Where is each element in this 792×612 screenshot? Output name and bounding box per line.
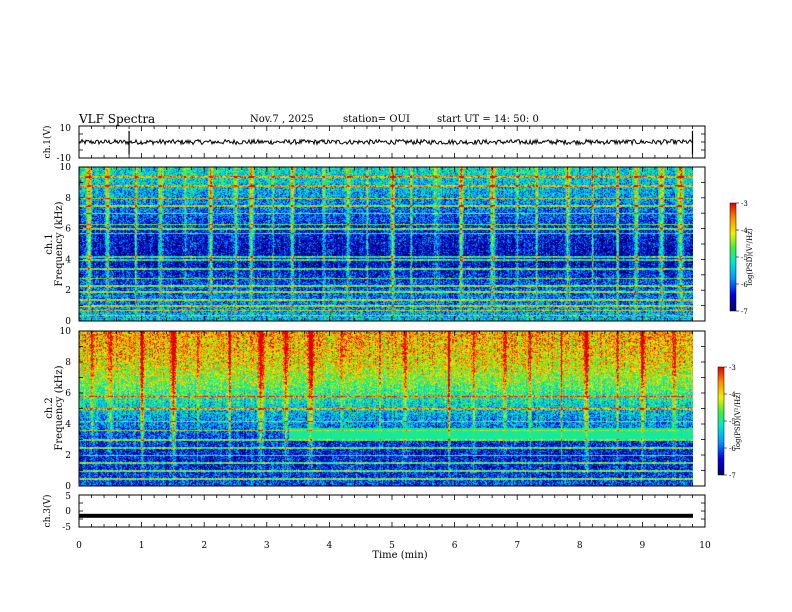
ch1-colorbar-tick-label: -3	[741, 200, 748, 208]
ch3-waveform-ticks	[78, 494, 706, 528]
time-axis-tick-labels: 0 1 2 3 4 5 6 7 8 9 10	[76, 541, 711, 551]
ch1-colorbar-tick-label: -7	[741, 308, 748, 316]
time-tick-label: 8	[577, 541, 583, 551]
time-tick-label: 1	[139, 541, 145, 551]
ch1-waveform-panel: 10 -10 ch.1(V)	[42, 124, 706, 164]
ch2-spectrogram-ytick-label: 10	[60, 327, 72, 337]
ch3-ytick-middle: 0	[65, 507, 71, 517]
ch2-colorbar-label: log(PSD)(V²/Hz)	[734, 392, 742, 449]
time-tick-label: 6	[452, 541, 458, 551]
ch2-colorbar	[717, 366, 725, 476]
ch1-colorbar-tick-label: -4	[741, 227, 748, 235]
ch1-waveform-trace	[78, 137, 694, 147]
ch1-spectrogram-ylabel-channel: ch.1	[44, 233, 55, 255]
ch1-colorbar-ticks: -3 -4 -5 -6 -7	[736, 200, 748, 316]
ch2-spectrogram-ytick-label: 4	[65, 420, 71, 430]
figure-title: VLF Spectra	[79, 112, 156, 126]
ch1-colorbar-tick-label: -6	[741, 281, 748, 289]
ch2-colorbar-tick-label: -7	[729, 472, 736, 480]
time-tick-label: 7	[514, 541, 520, 551]
ch2-spectrogram-ylabel-channel: ch.2	[44, 397, 55, 419]
start-time-label: start UT = 14: 50: 0	[437, 114, 539, 125]
ch1-spectrogram-ylabel-frequency: Frequency (kHz)	[54, 201, 65, 286]
ch1-spectrogram-ticks	[78, 166, 706, 322]
time-axis-label: Time (min)	[372, 550, 427, 561]
ch2-spectrogram-ytick-labels: 0 2 4 6 8 10	[60, 327, 72, 492]
time-tick-label: 3	[264, 541, 270, 551]
ch1-colorbar-tick-label: -5	[741, 254, 748, 262]
ch1-waveform-ylabel: ch.1(V)	[42, 126, 53, 159]
ch3-waveform-panel: 5 0 -5 ch.3(V) 0 1 2 3 4 5 6 7 8 9 10 Time (min)	[42, 492, 711, 561]
ch1-spectrogram-ytick-label: 10	[60, 163, 72, 173]
ch2-colorbar-tick-label: -3	[729, 364, 736, 372]
ch2-colorbar-tick-label: -6	[729, 445, 736, 453]
ch1-spectrogram-image	[79, 167, 693, 321]
ch2-spectrogram-ytick-label: 0	[65, 482, 71, 492]
ch2-spectrogram-ylabel-frequency: Frequency (kHz)	[54, 365, 65, 450]
ch1-waveform-ticks	[78, 125, 706, 159]
ch1-spectrogram-ytick-label: 6	[65, 225, 71, 235]
ch1-spectrogram-ytick-label: 0	[65, 317, 71, 327]
ch2-spectrogram-ytick-label: 2	[65, 451, 71, 461]
ch1-ytick-top: 10	[60, 124, 72, 134]
ch1-spectrogram-ytick-label: 4	[65, 255, 71, 265]
ch2-spectrogram-ytick-label: 8	[65, 358, 71, 368]
ch2-colorbar-ticks: -3 -4 -5 -6 -7	[724, 364, 736, 480]
ch2-colorbar-tick-label: -4	[729, 391, 736, 399]
station-label: station= OUI	[343, 114, 410, 125]
ch3-ytick-top: 5	[65, 492, 71, 502]
ch1-spectrogram-ytick-label: 2	[65, 286, 71, 296]
ch3-waveform-ylabel: ch.3(V)	[42, 495, 53, 528]
ch1-ytick-bottom: -10	[57, 154, 72, 164]
ch2-colorbar-tick-label: -5	[729, 418, 736, 426]
time-tick-label: 4	[327, 541, 333, 551]
time-tick-label: 0	[76, 541, 82, 551]
time-tick-label: 9	[640, 541, 646, 551]
date-label: Nov.7 , 2025	[250, 114, 314, 125]
ch1-colorbar	[729, 202, 737, 312]
time-tick-label: 5	[389, 541, 395, 551]
ch2-spectrogram-ytick-label: 6	[65, 389, 71, 399]
ch2-spectrogram-ticks	[78, 330, 706, 487]
ch1-spectrogram-ytick-labels: 0 2 4 6 8 10	[60, 163, 72, 327]
ch1-spectrogram-ytick-label: 8	[65, 194, 71, 204]
ch2-spectrogram-image	[79, 331, 693, 486]
time-tick-label: 10	[699, 541, 711, 551]
ch3-waveform-trace	[79, 513, 693, 518]
time-tick-label: 2	[201, 541, 207, 551]
ch3-ytick-bottom: -5	[62, 523, 71, 533]
ch1-colorbar-label: log(PSD)(V²/Hz)	[746, 228, 754, 285]
